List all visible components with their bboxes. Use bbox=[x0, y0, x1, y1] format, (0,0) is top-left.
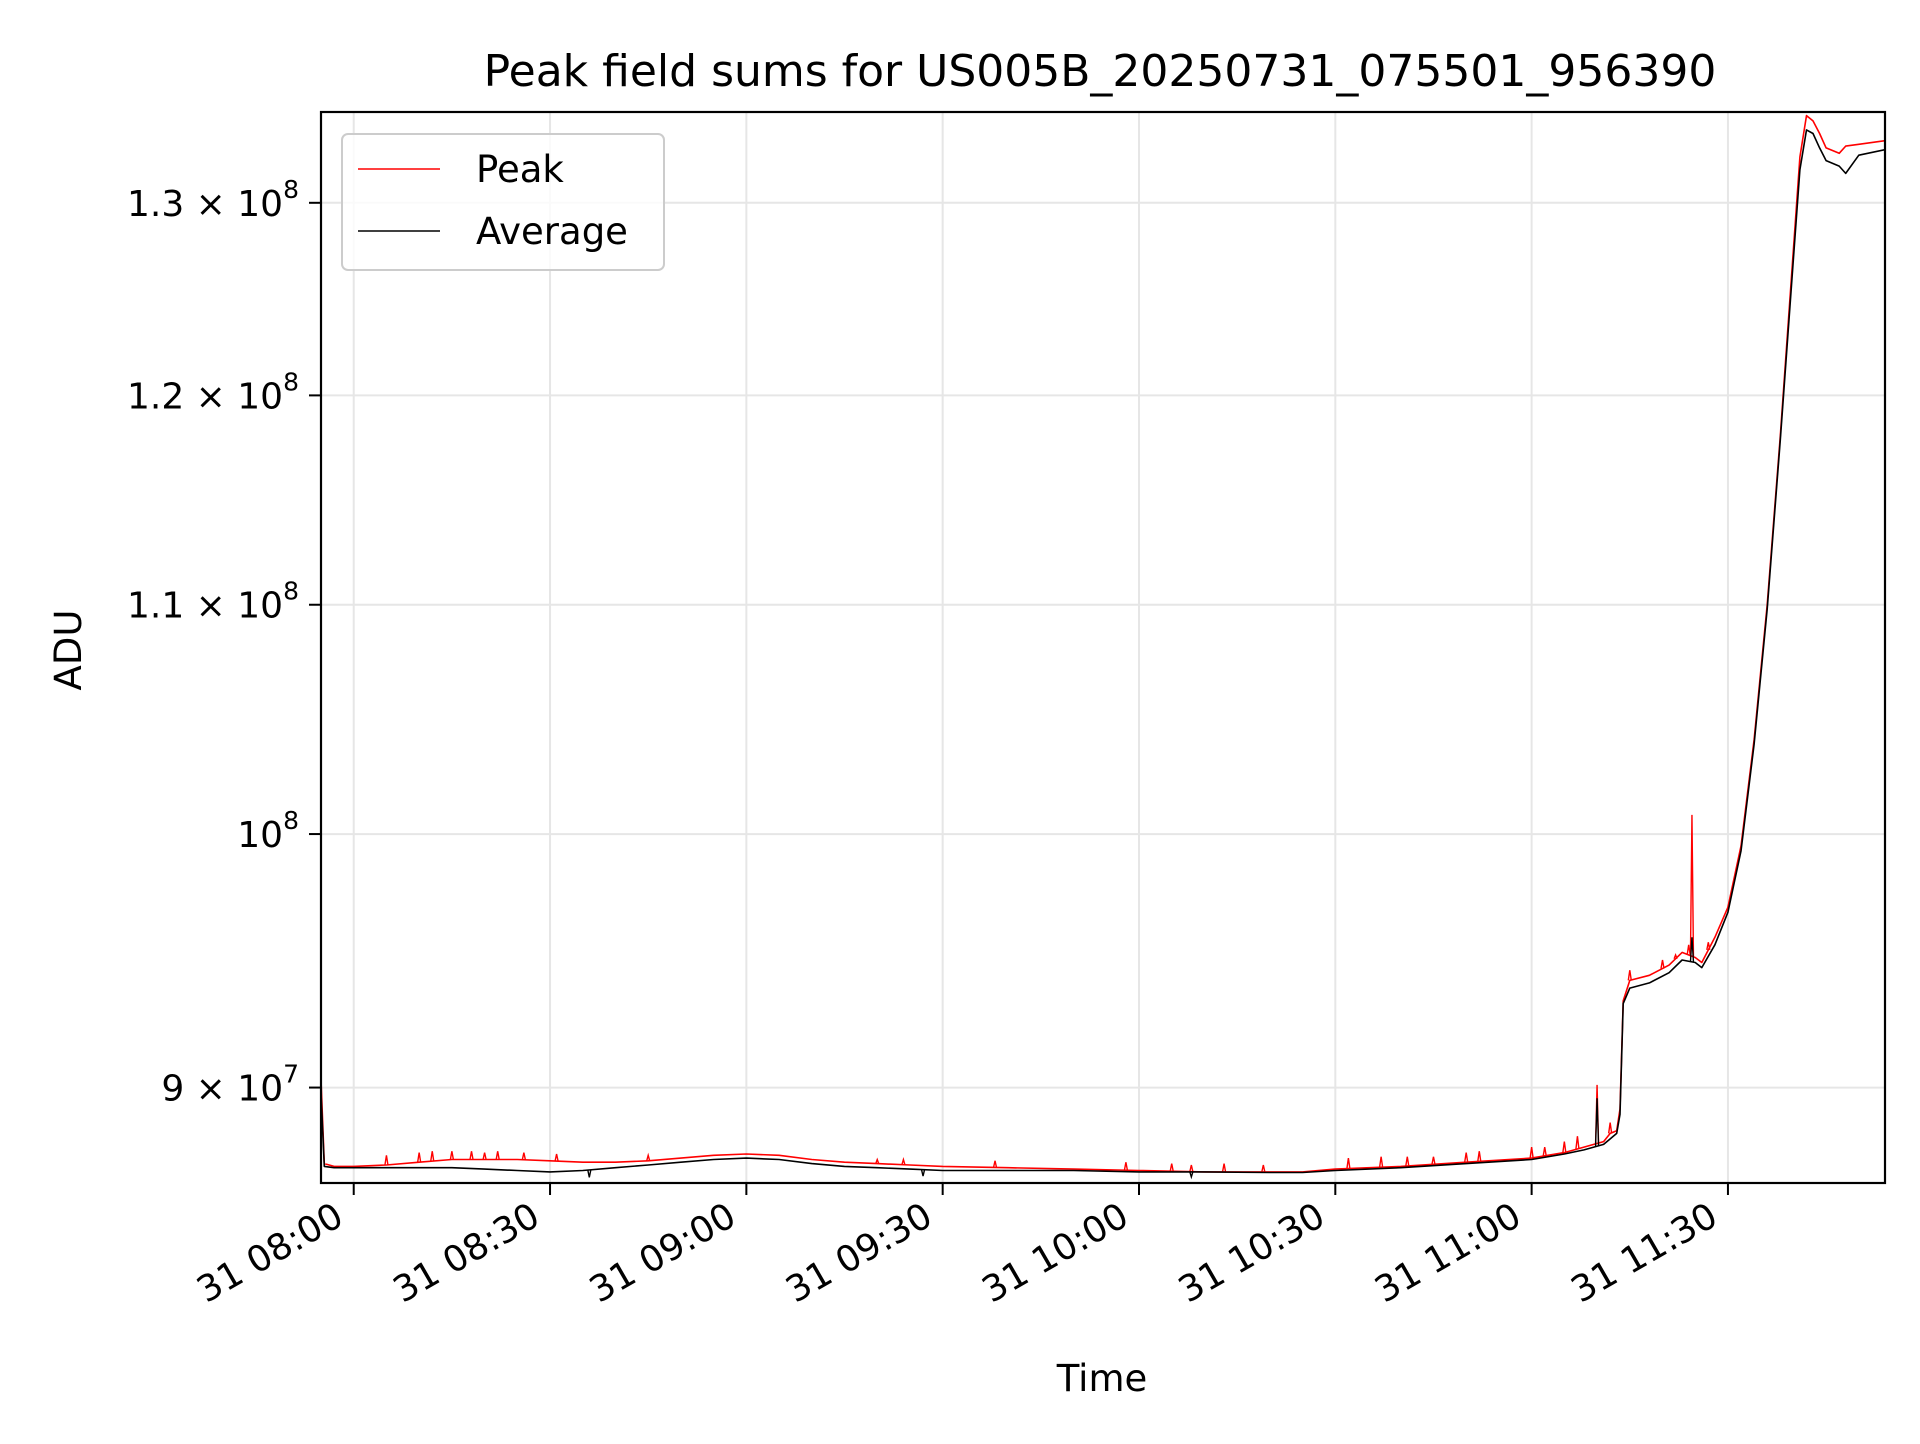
series-spike bbox=[1542, 1146, 1547, 1157]
series-spike bbox=[1463, 1152, 1469, 1163]
series-spike bbox=[1169, 1163, 1174, 1172]
y-tick-base: 1.2 × 10 bbox=[127, 376, 283, 417]
series-spike bbox=[1686, 944, 1691, 956]
y-tick-exponent: 8 bbox=[283, 175, 299, 204]
series-spike bbox=[416, 1152, 422, 1163]
series-spike bbox=[1594, 1098, 1600, 1147]
series-spike bbox=[920, 1169, 926, 1177]
y-tick-exponent: 7 bbox=[283, 1060, 299, 1089]
series-spike bbox=[901, 1156, 906, 1165]
series-spike bbox=[1529, 1147, 1534, 1159]
x-axis-label: Time bbox=[1056, 1357, 1148, 1400]
y-tick-label: 1.2 × 108 bbox=[127, 367, 299, 417]
series-spike bbox=[1477, 1151, 1482, 1162]
y-tick-label: 9 × 107 bbox=[161, 1060, 299, 1110]
y-tick-base: 1.1 × 10 bbox=[127, 586, 283, 627]
series-spike bbox=[1627, 970, 1632, 981]
series-spike bbox=[430, 1151, 435, 1162]
series-spike bbox=[1689, 937, 1695, 962]
series-line-average bbox=[321, 129, 1885, 1174]
series-spike bbox=[521, 1152, 527, 1160]
series-spike bbox=[384, 1155, 389, 1166]
legend-label-average: Average bbox=[476, 210, 628, 253]
series-spike bbox=[646, 1152, 651, 1161]
legend-box bbox=[341, 133, 665, 271]
series-spike bbox=[554, 1153, 559, 1162]
y-tick-label: 1.3 × 108 bbox=[127, 175, 299, 225]
y-axis-label: ADU bbox=[47, 610, 90, 691]
y-tick-label: 108 bbox=[237, 806, 299, 856]
series-spike bbox=[1123, 1162, 1129, 1171]
y-tick-base: 9 × 10 bbox=[161, 1069, 283, 1110]
series-spike bbox=[1706, 942, 1711, 951]
series-spike bbox=[1431, 1156, 1436, 1165]
series-spike bbox=[449, 1151, 455, 1160]
series-spike bbox=[992, 1160, 998, 1168]
series-spike bbox=[1261, 1164, 1266, 1173]
series-spike bbox=[1378, 1156, 1384, 1168]
series-spike bbox=[1189, 1164, 1194, 1172]
series-spike bbox=[482, 1152, 487, 1160]
series-spike bbox=[1405, 1156, 1410, 1167]
y-tick-exponent: 8 bbox=[283, 806, 299, 835]
y-tick-label: 1.1 × 108 bbox=[127, 577, 299, 627]
series-layer bbox=[321, 114, 1885, 1180]
series-spike bbox=[1673, 952, 1678, 959]
grid bbox=[321, 112, 1885, 1183]
y-tick-base: 1.3 × 10 bbox=[127, 184, 283, 225]
series-spike bbox=[1221, 1163, 1227, 1173]
series-spike bbox=[587, 1169, 592, 1178]
legend: Peak Average bbox=[341, 133, 665, 271]
series-spike bbox=[1607, 1122, 1613, 1134]
series-spike bbox=[1660, 959, 1665, 969]
series-spike bbox=[1189, 1171, 1194, 1180]
plot-frame bbox=[319, 110, 1887, 1185]
series-spike bbox=[875, 1157, 880, 1164]
series-spike bbox=[1562, 1141, 1567, 1153]
series-spike bbox=[1346, 1158, 1351, 1169]
y-tick-base: 10 bbox=[237, 815, 283, 856]
series-spike bbox=[1575, 1136, 1580, 1149]
y-tick-exponent: 8 bbox=[283, 577, 299, 606]
series-spike bbox=[1689, 814, 1695, 957]
series-spike bbox=[495, 1151, 500, 1160]
series-spike bbox=[469, 1151, 474, 1160]
chart-title: Peak field sums for US005B_20250731_0755… bbox=[484, 46, 1717, 97]
series-average bbox=[321, 129, 1885, 1180]
y-tick-exponent: 8 bbox=[283, 367, 299, 396]
legend-label-peak: Peak bbox=[476, 148, 564, 191]
